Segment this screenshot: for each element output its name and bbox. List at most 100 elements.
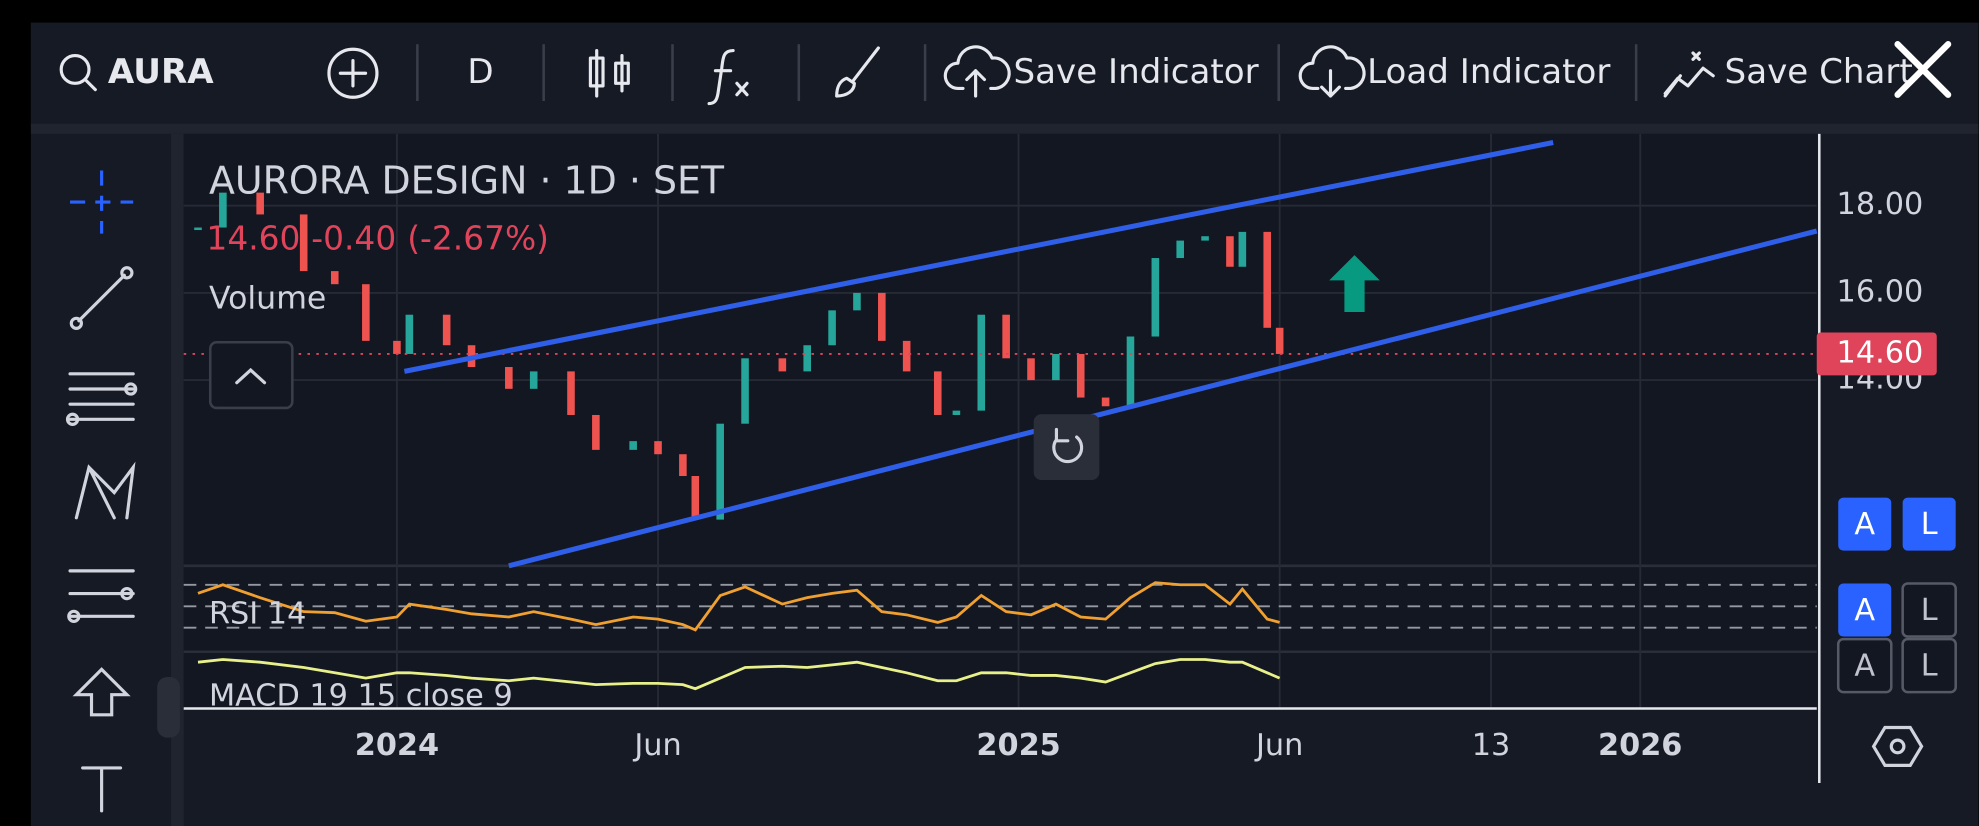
candle	[1226, 236, 1234, 267]
candle	[1126, 336, 1135, 407]
scale-button[interactable]	[1901, 637, 1957, 694]
candle	[1076, 353, 1085, 398]
candle	[1101, 397, 1110, 407]
x-tick-label: Jun	[632, 728, 681, 763]
candle	[505, 367, 513, 389]
candle	[393, 340, 401, 354]
candle	[679, 454, 687, 477]
load-indicator-button[interactable]: Load Indicator	[1298, 45, 1611, 98]
candle	[952, 410, 961, 415]
x-tick-label: 2026	[1598, 728, 1682, 763]
candle	[1263, 231, 1272, 328]
projection-tool[interactable]	[67, 569, 135, 623]
candle	[529, 371, 538, 389]
fib-tool[interactable]	[65, 372, 138, 426]
chart-area	[183, 133, 1817, 709]
candle	[878, 292, 886, 341]
scale-button[interactable]	[1838, 583, 1892, 637]
brush-button[interactable]	[835, 46, 880, 98]
y-tick-label: 16.00	[1837, 274, 1924, 309]
collapse-legend[interactable]	[208, 341, 294, 410]
line-tool[interactable]	[69, 266, 134, 330]
add-button[interactable]	[327, 47, 379, 99]
scale-button-label: L	[1921, 593, 1938, 628]
candle	[654, 441, 662, 455]
close-button[interactable]	[1894, 41, 1952, 98]
scale-button-label: L	[1921, 648, 1938, 683]
rsi-line	[197, 581, 1280, 632]
change: -0.40	[311, 219, 396, 257]
candle	[1002, 314, 1010, 359]
add-icon	[338, 59, 368, 88]
candle	[977, 314, 986, 411]
reset-button[interactable]	[1033, 414, 1100, 480]
last-price-box	[1816, 332, 1937, 376]
separators	[416, 44, 1638, 102]
candle	[567, 371, 575, 415]
scale-button[interactable]	[1836, 637, 1893, 694]
search-icon	[83, 77, 97, 92]
candle	[741, 358, 749, 424]
up-arrow	[1329, 255, 1380, 312]
save-indicator-button[interactable]: Save Indicator	[943, 45, 1260, 98]
candle	[405, 314, 414, 354]
x-tick-label: 13	[1472, 728, 1511, 763]
text-tool[interactable]	[81, 766, 123, 813]
macd-line	[197, 658, 1281, 691]
arrow-tool[interactable]	[72, 667, 131, 717]
scale-button-label: A	[1854, 648, 1875, 683]
scale-button[interactable]	[1902, 497, 1956, 551]
candle	[902, 340, 911, 372]
settings-button[interactable]	[1871, 725, 1924, 767]
pattern-tool[interactable]	[74, 461, 136, 520]
toolbar	[30, 22, 1979, 127]
download-icon	[1298, 45, 1366, 98]
candle	[1238, 231, 1247, 267]
candle	[1151, 258, 1160, 337]
candle	[716, 423, 724, 520]
candle	[1052, 353, 1060, 381]
candle	[330, 271, 339, 285]
candle	[1201, 236, 1209, 241]
chart-type-button[interactable]	[588, 48, 630, 98]
save-chart-button[interactable]: Save Chart	[1663, 51, 1913, 98]
toolbar-divider	[30, 123, 1979, 134]
candle	[362, 284, 370, 341]
y-tick-label: 18.00	[1837, 187, 1924, 222]
plot	[183, 133, 1818, 709]
candle	[219, 192, 227, 228]
sidebar-divider	[171, 133, 184, 826]
scale-button[interactable]	[1838, 497, 1892, 551]
candle	[933, 371, 942, 415]
add-icon	[327, 47, 379, 99]
button-label: Save Indicator	[1013, 52, 1259, 92]
search-icon	[59, 53, 91, 85]
symbol-search[interactable]: AURA	[59, 52, 214, 92]
candle	[299, 214, 308, 272]
upload-icon	[943, 45, 1011, 98]
candle	[592, 414, 600, 450]
drawing-tools	[65, 170, 138, 813]
candle	[256, 192, 264, 215]
candle	[691, 476, 700, 520]
indicator-button[interactable]	[707, 48, 749, 106]
crosshair-tool[interactable]	[70, 170, 134, 234]
chart-title: AURORA DESIGN · 1D · SET	[209, 159, 725, 203]
collapse-handle[interactable]	[157, 676, 180, 738]
trendline	[403, 140, 1554, 374]
candle	[828, 310, 836, 346]
candle	[1275, 327, 1284, 354]
candle	[629, 441, 637, 450]
button-label: Save Chart	[1725, 52, 1913, 92]
scale-button-label: A	[1854, 593, 1875, 628]
x-tick-label: 2025	[976, 728, 1060, 763]
rsi-label: RSI 14	[209, 597, 306, 632]
candle	[778, 358, 787, 372]
interval[interactable]: D	[467, 52, 493, 92]
symbol: AURA	[108, 52, 214, 92]
scale-button[interactable]	[1901, 582, 1957, 638]
change-pct: (-2.67%)	[407, 219, 549, 257]
x-tick-label: 2024	[355, 728, 439, 763]
button-label: Load Indicator	[1367, 52, 1611, 92]
